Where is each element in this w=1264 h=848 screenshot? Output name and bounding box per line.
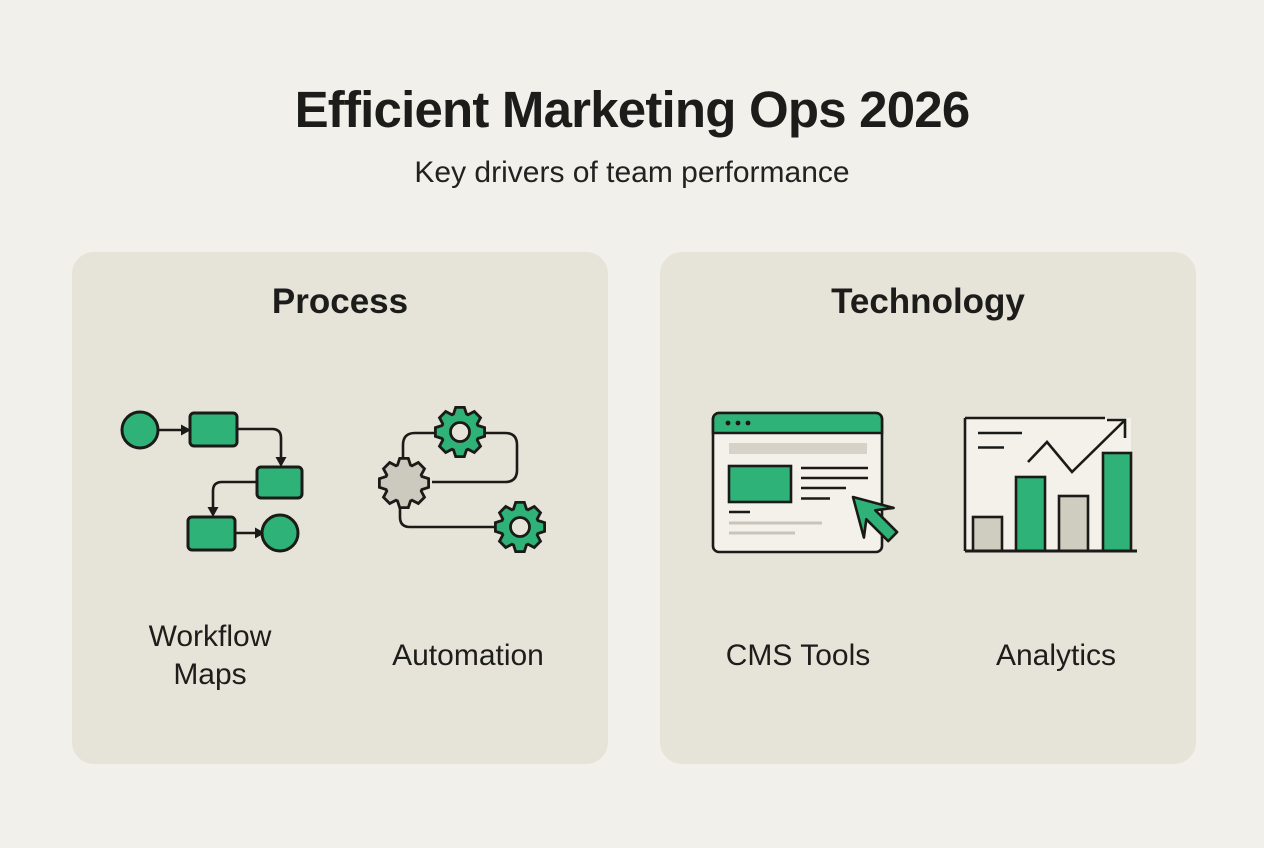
- label-cms-tools: CMS Tools: [725, 638, 871, 672]
- page-title: Efficient Marketing Ops 2026: [294, 81, 971, 138]
- analytics-chart-icon: [963, 416, 1137, 553]
- bar-3-gray: [1057, 494, 1090, 553]
- flow-step-1: [188, 411, 239, 448]
- bar-2-green: [1014, 475, 1047, 553]
- automation-gears-icon: [377, 405, 546, 553]
- content-text-lines: [729, 466, 868, 514]
- browser-dots: [725, 420, 751, 426]
- label-workflow-maps: Workflow Maps: [148, 619, 272, 691]
- gear-left: [377, 456, 431, 510]
- chart-frame: [963, 416, 1105, 551]
- card-technology-heading: Technology: [831, 282, 1025, 321]
- workflow-map-icon: [120, 410, 304, 553]
- page-subtitle: Key drivers of team performance: [414, 156, 850, 189]
- flow-end-node: [260, 513, 300, 553]
- automation-path: [398, 431, 519, 529]
- card-process-heading: Process: [271, 282, 409, 321]
- flow-step-2: [255, 465, 304, 500]
- cursor-icon: [851, 495, 899, 543]
- browser-banner: [729, 443, 867, 454]
- label-analytics: Analytics: [995, 638, 1117, 672]
- chart-legend-lines: [978, 431, 1022, 449]
- content-muted-lines: [729, 521, 822, 535]
- bar-1-gray: [971, 515, 1004, 553]
- flow-step-3: [186, 515, 237, 552]
- arrowheads: [181, 424, 287, 539]
- trend-arrow: [1027, 418, 1127, 474]
- cms-browser-icon: [711, 411, 899, 554]
- label-automation: Automation: [392, 638, 544, 672]
- flow-start-node: [120, 410, 160, 450]
- content-image-block: [727, 464, 793, 504]
- browser-titlebar: [711, 411, 884, 435]
- bar-4-green: [1101, 451, 1133, 553]
